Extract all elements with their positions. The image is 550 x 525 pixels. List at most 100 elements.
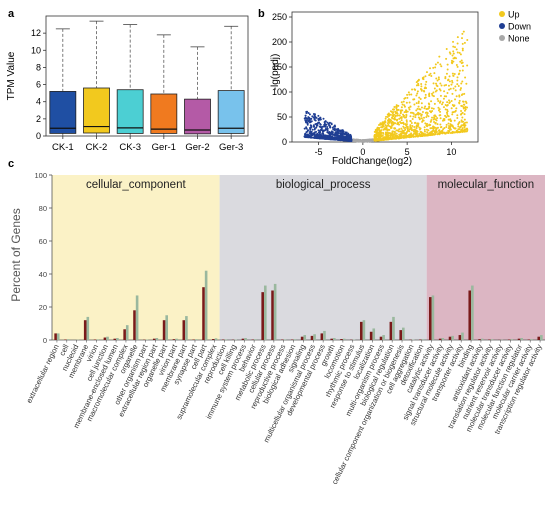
point-down (319, 118, 322, 121)
point-up (427, 115, 430, 118)
y-tick-label: 12 (31, 28, 41, 38)
point-up (447, 122, 450, 125)
y-tick-label: 4 (36, 97, 41, 107)
point-up (446, 104, 449, 107)
y-tick-label: 20 (39, 303, 47, 312)
point-up (437, 78, 440, 81)
point-up (405, 120, 408, 123)
bar (155, 338, 159, 340)
box-CK-3 (116, 89, 144, 134)
point-up (417, 84, 420, 87)
point-up (434, 129, 437, 132)
point-up (387, 119, 390, 122)
point-up (415, 132, 418, 135)
bar (96, 339, 99, 340)
point-up (434, 127, 437, 130)
point-up (409, 125, 412, 128)
legend-label-up: Up (508, 10, 520, 20)
point-up (390, 122, 393, 125)
point-up (423, 116, 426, 119)
point-up (432, 66, 435, 69)
point-up (428, 93, 431, 96)
point-up (389, 127, 392, 130)
point-up (429, 127, 432, 130)
bar (340, 339, 343, 340)
point-up (386, 134, 389, 137)
point-none (354, 139, 357, 142)
point-down (309, 117, 312, 120)
bar (540, 335, 543, 340)
point-up (424, 75, 427, 78)
point-up (451, 72, 454, 75)
point-up (448, 80, 451, 83)
point-up (382, 123, 385, 126)
point-up (411, 88, 414, 91)
point-up (436, 117, 439, 120)
point-up (394, 122, 397, 125)
point-up (451, 125, 454, 128)
point-up (418, 126, 421, 129)
bar (461, 332, 464, 340)
point-up (463, 118, 466, 121)
bar (421, 339, 425, 340)
point-up (384, 124, 387, 127)
point-up (461, 47, 464, 50)
point-down (315, 116, 318, 119)
point-up (437, 106, 440, 109)
point-up (378, 130, 381, 133)
bar (66, 339, 70, 340)
point-up (456, 83, 459, 86)
point-down (326, 126, 329, 129)
point-up (451, 113, 454, 116)
bar (468, 290, 472, 340)
point-down (306, 123, 309, 126)
point-up (413, 132, 416, 135)
point-up (453, 131, 456, 134)
point-up (458, 120, 461, 123)
bar (517, 338, 521, 340)
bar (56, 333, 60, 340)
point-down (313, 127, 316, 130)
point-up (455, 64, 458, 67)
bar (510, 339, 514, 340)
point-up (411, 134, 414, 137)
point-up (439, 117, 442, 120)
bar (212, 339, 215, 340)
point-up (448, 99, 451, 102)
point-up (423, 128, 426, 131)
go-bar-chart: Percent of Genes cellular_component biolo… (9, 171, 545, 486)
point-up (429, 67, 432, 70)
bar (530, 339, 533, 340)
point-down (323, 123, 326, 126)
point-up (449, 52, 452, 55)
point-up (456, 51, 459, 54)
point-up (462, 120, 465, 123)
point-down (348, 139, 351, 142)
point-up (461, 32, 464, 35)
point-down (333, 129, 336, 132)
legend-marker-up (499, 11, 505, 17)
box-Ger-2 (184, 98, 211, 135)
bar (116, 338, 119, 340)
point-up (393, 106, 396, 109)
point-up (393, 116, 396, 119)
point-up (441, 103, 444, 106)
point-down (304, 116, 307, 119)
point-up (454, 127, 457, 130)
point-up (441, 119, 444, 122)
point-up (460, 82, 463, 85)
point-up (399, 120, 402, 123)
point-up (459, 87, 462, 90)
point-down (319, 125, 322, 128)
bar (241, 338, 245, 340)
bar (372, 328, 376, 340)
point-down (336, 129, 339, 132)
point-up (460, 124, 463, 127)
point-up (417, 105, 420, 108)
point-up (446, 114, 449, 117)
point-none (364, 140, 367, 143)
legend-marker-none (499, 35, 505, 41)
point-up (390, 137, 393, 140)
point-up (396, 129, 399, 132)
point-up (445, 123, 448, 126)
